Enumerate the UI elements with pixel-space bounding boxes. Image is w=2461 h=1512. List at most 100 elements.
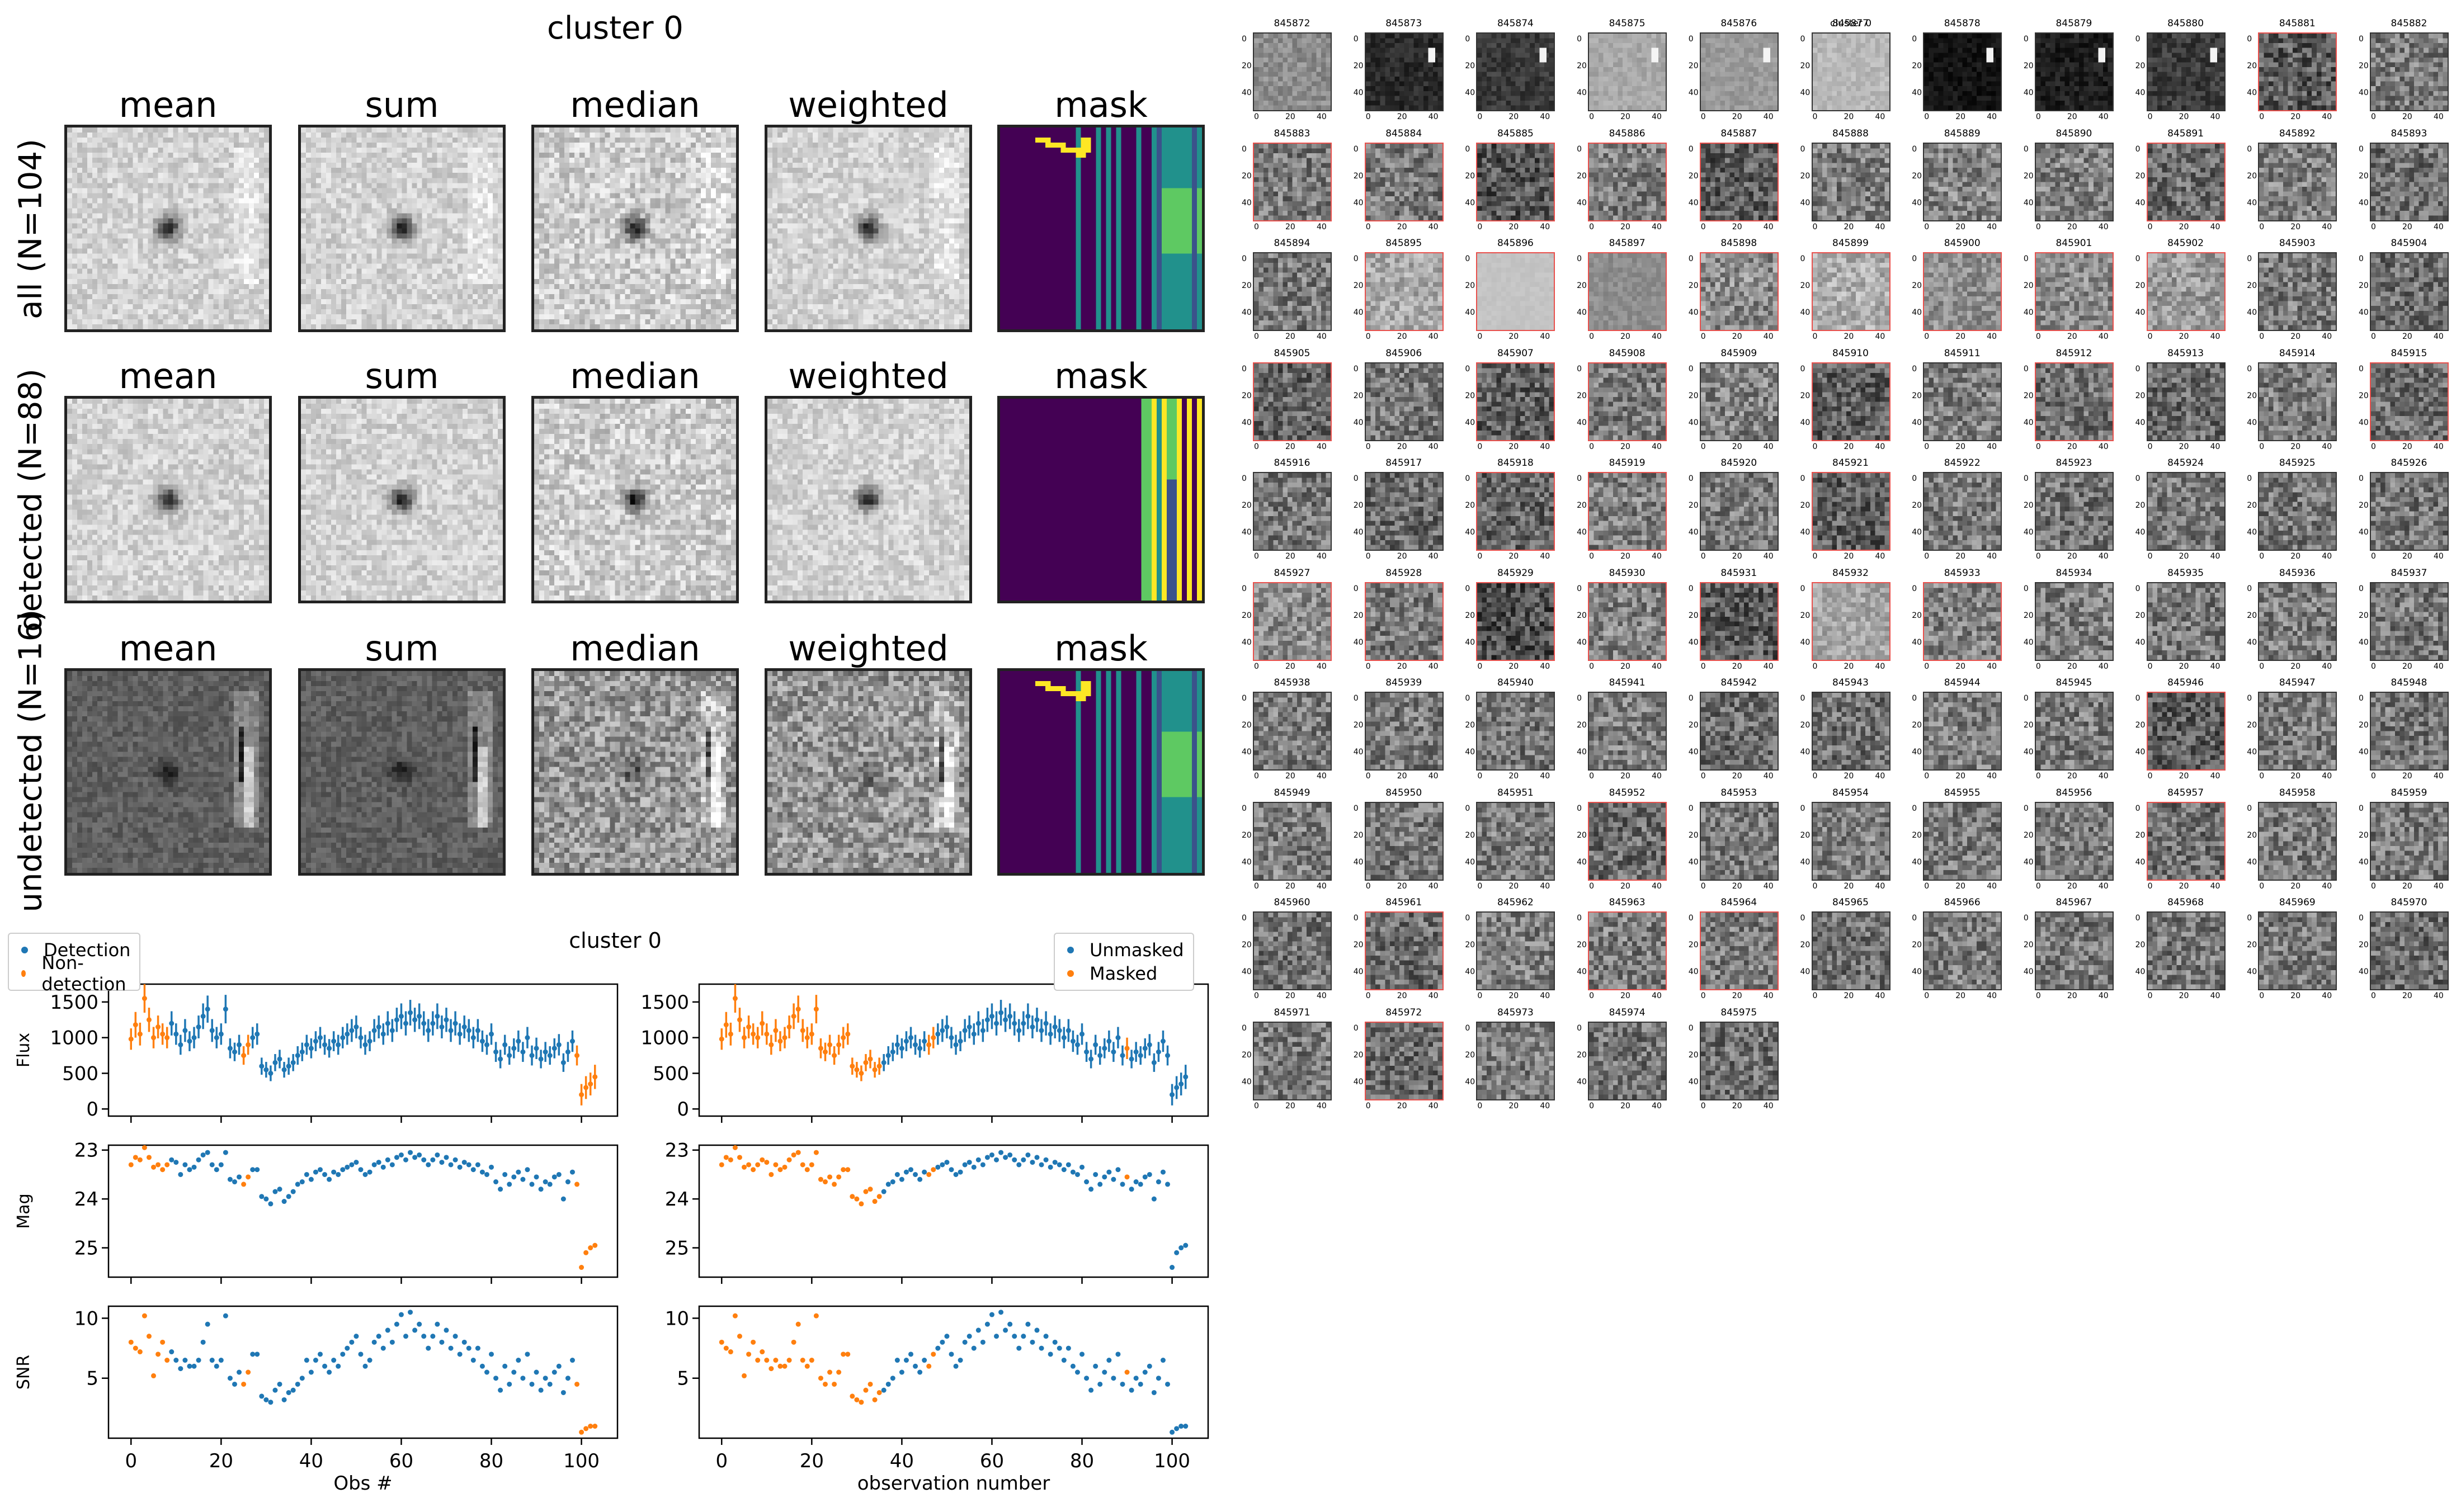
cutout-image — [1253, 801, 1332, 881]
data-point — [1111, 1049, 1116, 1055]
cutout-x-tick: 40 — [1428, 552, 1439, 561]
cutout-id-label: 845938 — [1244, 677, 1340, 688]
data-point — [813, 1150, 819, 1155]
cutout-x-tick: 40 — [1317, 991, 1327, 1000]
cutout-x-tick: 20 — [2290, 223, 2300, 231]
cutout-image — [1476, 692, 1555, 771]
column-header-mask: mask — [989, 84, 1213, 125]
data-point — [281, 1199, 287, 1204]
cutout-image — [2258, 252, 2337, 331]
cutout-y-tick: 20 — [1800, 721, 1811, 730]
cutout-id-label: 845918 — [1468, 457, 1563, 469]
cutout-image — [2258, 801, 2337, 881]
data-point — [1007, 1321, 1013, 1327]
cutout-id-label: 845917 — [1356, 457, 1451, 469]
cutout-y-tick: 0 — [1800, 914, 1805, 923]
cutout-id-label: 845959 — [2361, 787, 2457, 798]
data-point — [371, 1162, 377, 1168]
cutout-id-label: 845973 — [1468, 1007, 1563, 1018]
cutout-x-tick: 0 — [2036, 442, 2041, 451]
cutout-y-tick: 40 — [2024, 967, 2034, 976]
cutout-image — [2370, 472, 2449, 551]
data-point — [588, 1081, 593, 1087]
data-point — [931, 1167, 936, 1173]
cutout-image — [2146, 692, 2226, 771]
data-point — [470, 1035, 476, 1041]
cutout-image — [1253, 582, 1332, 661]
data-point — [764, 1358, 770, 1363]
cutout-image — [1476, 582, 1555, 661]
cutout-image — [1923, 252, 2002, 331]
x-axis-label: Obs # — [333, 1472, 392, 1495]
cutout-image — [2034, 801, 2114, 881]
cutout-x-tick: 0 — [2036, 332, 2041, 341]
cutout-x-tick: 20 — [1732, 332, 1742, 341]
data-point — [218, 1358, 224, 1363]
data-point — [358, 1352, 364, 1357]
data-point — [903, 1169, 909, 1175]
cutout-y-tick: 20 — [1912, 611, 1922, 620]
data-point — [850, 1194, 855, 1199]
cutout-x-tick: 20 — [1732, 1102, 1742, 1111]
cutout-image — [1253, 911, 1332, 990]
cutout-image — [1364, 362, 1444, 441]
cutout-y-tick: 0 — [1577, 584, 1582, 593]
data-point — [340, 1352, 346, 1357]
cutout-y-tick: 40 — [1689, 88, 1699, 97]
y-tick-label: 25 — [665, 1237, 689, 1260]
cutout-x-tick: 20 — [2290, 442, 2300, 451]
data-point — [1025, 1152, 1031, 1157]
cutout-y-tick: 40 — [2359, 748, 2369, 757]
cutout-x-tick: 20 — [1620, 662, 1630, 671]
data-point — [971, 1031, 977, 1037]
cutout-image — [1811, 362, 1890, 441]
cutout-x-tick: 0 — [1477, 442, 1482, 451]
data-point — [1156, 1179, 1161, 1185]
y-tick-label: 25 — [74, 1237, 98, 1260]
cutout-image — [2370, 692, 2449, 771]
data-point — [885, 1182, 891, 1187]
cutout-x-tick: 20 — [1285, 442, 1295, 451]
data-point — [769, 1042, 774, 1047]
cutout-x-tick: 20 — [2290, 662, 2300, 671]
data-point — [949, 1167, 954, 1173]
cutout-x-tick: 20 — [1844, 991, 1854, 1000]
data-point — [308, 1369, 314, 1375]
cutout-x-tick: 0 — [1366, 112, 1371, 121]
cutout-y-tick: 0 — [1577, 474, 1582, 483]
cutout-y-tick: 40 — [1354, 748, 1364, 757]
data-point — [385, 1157, 390, 1163]
stamp-det-mask — [997, 396, 1205, 603]
column-header-sum: sum — [290, 356, 514, 396]
data-point — [1170, 1429, 1175, 1435]
cutout-x-tick: 40 — [1428, 772, 1439, 781]
cutout-y-tick: 0 — [2247, 145, 2252, 154]
data-point — [1160, 1038, 1166, 1044]
data-point — [931, 1352, 936, 1357]
cutout-id-label: 845873 — [1356, 18, 1451, 29]
data-point — [209, 1162, 215, 1168]
data-point — [200, 1152, 206, 1157]
cutout-image — [1699, 142, 1779, 221]
data-point — [155, 1024, 161, 1030]
data-point — [881, 1060, 887, 1065]
cutout-x-tick: 0 — [1477, 882, 1482, 891]
data-point — [1174, 1085, 1180, 1090]
lightcurve-title: cluster 0 — [392, 928, 839, 953]
cutout-x-tick: 40 — [1317, 332, 1327, 341]
data-point — [868, 1381, 873, 1387]
data-point — [719, 1339, 724, 1345]
cutout-y-tick: 0 — [1800, 804, 1805, 813]
data-point — [304, 1358, 309, 1363]
cutout-x-tick: 40 — [1987, 332, 1997, 341]
cutout-y-tick: 40 — [1354, 858, 1364, 867]
data-point — [742, 1373, 747, 1378]
cutout-id-label: 845876 — [1691, 18, 1786, 29]
cutout-x-tick: 0 — [1477, 662, 1482, 671]
cutout-y-tick: 40 — [2247, 967, 2257, 976]
cutout-y-tick: 0 — [2359, 804, 2364, 813]
cutout-y-tick: 40 — [1800, 418, 1811, 427]
cutout-image — [1923, 911, 2002, 990]
cutout-image — [1364, 252, 1444, 331]
data-point — [254, 1031, 260, 1037]
